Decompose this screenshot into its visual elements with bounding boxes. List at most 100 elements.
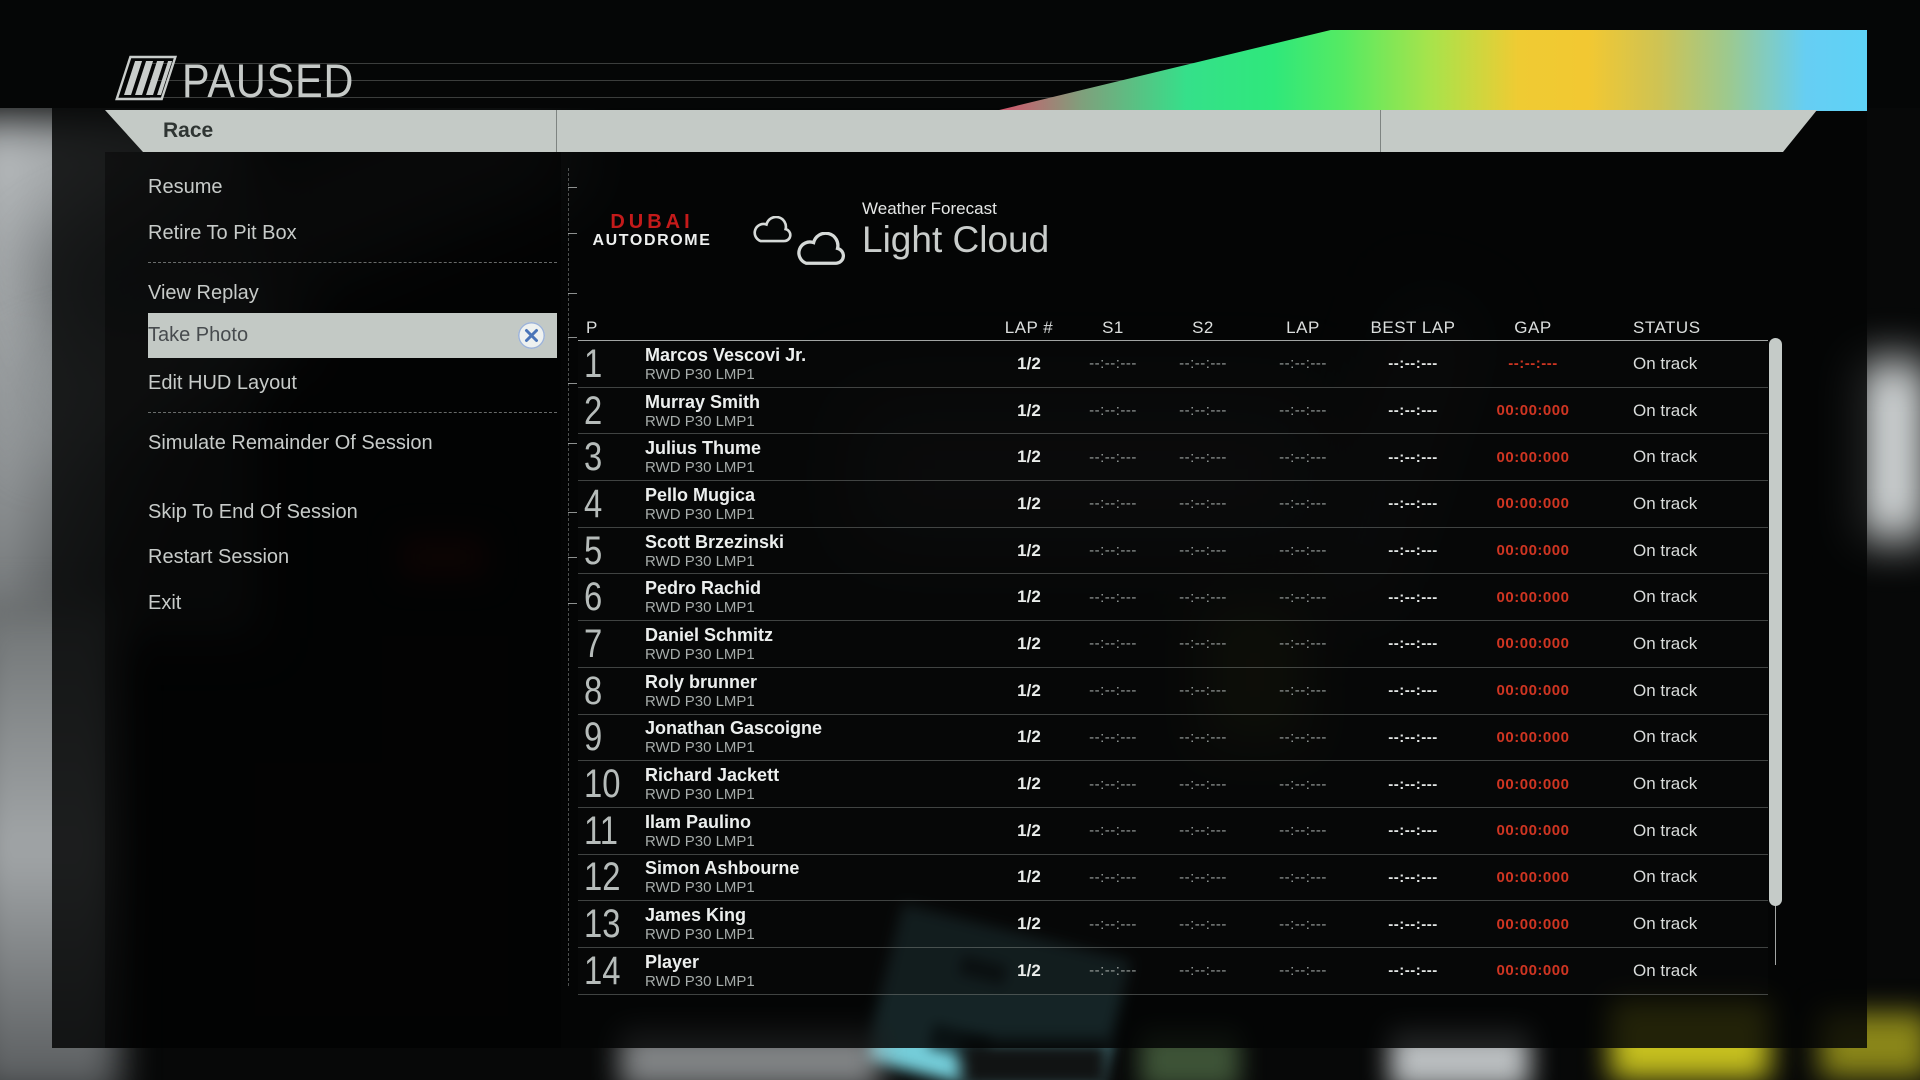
position-number: 2: [584, 388, 603, 433]
status-value: On track: [1633, 680, 1698, 700]
gap-time: 00:00:000: [1496, 682, 1570, 700]
standings-row: 2 Murray Smith RWD P30 LMP1 1/2 --:--:--…: [578, 387, 1768, 435]
close-icon[interactable]: [518, 322, 545, 349]
position-number: 7: [584, 621, 603, 666]
standings-row: 7 Daniel Schmitz RWD P30 LMP1 1/2 --:--:…: [578, 621, 1768, 668]
gap-time: 00:00:000: [1496, 495, 1570, 513]
sector1-time: --:--:---: [1089, 962, 1137, 980]
best-lap-time: --:--:---: [1388, 915, 1438, 933]
sector2-time: --:--:---: [1179, 775, 1227, 793]
lap-count: 1/2: [1017, 587, 1041, 607]
sector1-time: --:--:---: [1089, 588, 1137, 606]
tab-race[interactable]: Race: [163, 119, 214, 142]
driver-name: Richard Jackett: [645, 765, 780, 786]
car-name: RWD P30 LMP1: [645, 645, 755, 663]
best-lap-time: --:--:---: [1388, 868, 1438, 886]
car-name: RWD P30 LMP1: [645, 412, 755, 430]
sector1-time: --:--:---: [1089, 495, 1137, 513]
standings-body: 1 Marcos Vescovi Jr. RWD P30 LMP1 1/2 --…: [578, 341, 1768, 995]
menu-item-retire-to-pit-box[interactable]: Retire To Pit Box: [148, 222, 297, 244]
tick-mark: [568, 603, 577, 604]
car-name: RWD P30 LMP1: [645, 692, 755, 710]
sector1-time: --:--:---: [1089, 775, 1137, 793]
standings-row: 6 Pedro Rachid RWD P30 LMP1 1/2 --:--:--…: [578, 574, 1768, 622]
sector2-time: --:--:---: [1179, 728, 1227, 746]
tick-mark: [568, 293, 577, 294]
menu-item-skip-to-end[interactable]: Skip To End Of Session: [148, 501, 358, 523]
sector2-time: --:--:---: [1179, 495, 1227, 513]
paused-logo: PAUSED: [114, 52, 378, 109]
standings-row: 3 Julius Thume RWD P30 LMP1 1/2 --:--:--…: [578, 434, 1768, 482]
lap-time: --:--:---: [1279, 448, 1327, 466]
menu-item-edit-hud-layout[interactable]: Edit HUD Layout: [148, 372, 297, 394]
car-name: RWD P30 LMP1: [645, 879, 755, 897]
track-logo-dubai-autodrome: DUBAI AUTODROME: [592, 211, 712, 249]
car-name: RWD P30 LMP1: [645, 832, 755, 850]
standings-table: P LAP # S1 S2 LAP BEST LAP GAP STATUS 1 …: [578, 315, 1768, 995]
lap-time: --:--:---: [1279, 635, 1327, 653]
driver-name: Julius Thume: [645, 438, 762, 459]
best-lap-time: --:--:---: [1388, 355, 1438, 373]
status-value: On track: [1633, 960, 1698, 980]
column-header-p: P: [586, 317, 598, 337]
driver-cell: Richard Jackett RWD P30 LMP1: [645, 765, 985, 803]
position-number: 5: [584, 528, 603, 573]
tab-divider: [556, 110, 557, 152]
menu-item-take-photo[interactable]: Take Photo: [148, 313, 557, 358]
lap-count: 1/2: [1017, 960, 1041, 980]
car-name: RWD P30 LMP1: [645, 926, 755, 944]
best-lap-time: --:--:---: [1388, 588, 1438, 606]
menu-item-restart-session[interactable]: Restart Session: [148, 546, 290, 568]
tab-divider: [1380, 110, 1381, 152]
standings-row: 10 Richard Jackett RWD P30 LMP1 1/2 --:-…: [578, 761, 1768, 808]
sector2-time: --:--:---: [1179, 542, 1227, 560]
column-header-s2: S2: [1192, 317, 1214, 337]
position-number: 1: [584, 341, 603, 386]
lap-count: 1/2: [1017, 540, 1041, 560]
menu-item-resume[interactable]: Resume: [148, 176, 223, 198]
standings-row: 11 Ilam Paulino RWD P30 LMP1 1/2 --:--:-…: [578, 807, 1768, 855]
menu-divider: [148, 412, 557, 413]
car-name: RWD P30 LMP1: [645, 599, 755, 617]
best-lap-time: --:--:---: [1388, 962, 1438, 980]
gap-time: --:--:---: [1508, 355, 1558, 373]
sector2-time: --:--:---: [1179, 588, 1227, 606]
best-lap-time: --:--:---: [1388, 542, 1438, 560]
decorative-line: [150, 80, 1862, 81]
scrollbar-thumb[interactable]: [1769, 338, 1782, 906]
standings-row: 1 Marcos Vescovi Jr. RWD P30 LMP1 1/2 --…: [578, 341, 1768, 388]
sector2-time: --:--:---: [1179, 355, 1227, 373]
lap-count: 1/2: [1017, 353, 1041, 373]
position-number: 11: [584, 808, 619, 853]
menu-item-simulate-remainder[interactable]: Simulate Remainder Of Session: [148, 432, 433, 454]
menu-item-view-replay[interactable]: View Replay: [148, 282, 259, 304]
position-number: 9: [584, 715, 603, 760]
driver-name: Roly brunner: [645, 671, 758, 692]
status-value: On track: [1633, 447, 1698, 467]
status-value: On track: [1633, 540, 1698, 560]
sector1-time: --:--:---: [1089, 868, 1137, 886]
gap-time: 00:00:000: [1496, 915, 1570, 933]
gap-time: 00:00:000: [1496, 635, 1570, 653]
lap-time: --:--:---: [1279, 402, 1327, 420]
menu-item-exit[interactable]: Exit: [148, 592, 182, 614]
status-value: On track: [1633, 727, 1698, 747]
car-name: RWD P30 LMP1: [645, 505, 755, 523]
status-value: On track: [1633, 493, 1698, 513]
best-lap-time: --:--:---: [1388, 682, 1438, 700]
standings-row: 8 Roly brunner RWD P30 LMP1 1/2 --:--:--…: [578, 667, 1768, 715]
sector1-time: --:--:---: [1089, 822, 1137, 840]
driver-name: Pedro Rachid: [645, 578, 762, 599]
gap-time: 00:00:000: [1496, 822, 1570, 840]
driver-name: Player: [645, 951, 700, 972]
tick-mark: [568, 512, 577, 513]
standings-row: 13 James King RWD P30 LMP1 1/2 --:--:---…: [578, 901, 1768, 948]
lap-time: --:--:---: [1279, 915, 1327, 933]
best-lap-time: --:--:---: [1388, 402, 1438, 420]
standings-header: P LAP # S1 S2 LAP BEST LAP GAP STATUS: [578, 315, 1768, 341]
driver-cell: Roly brunner RWD P30 LMP1: [645, 672, 985, 710]
position-number: 3: [584, 435, 603, 480]
tick-mark: [568, 337, 577, 338]
standings-row: 5 Scott Brzezinski RWD P30 LMP1 1/2 --:-…: [578, 527, 1768, 575]
sector2-time: --:--:---: [1179, 635, 1227, 653]
